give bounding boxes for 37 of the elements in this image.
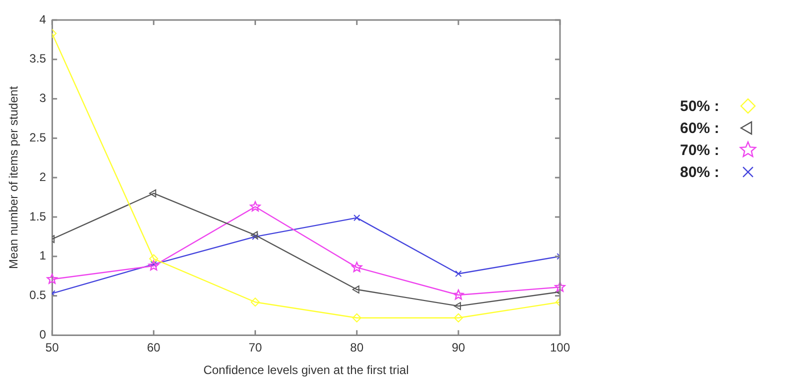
- point: [454, 302, 461, 310]
- x-axis-title: Confidence levels given at the first trial: [203, 363, 409, 378]
- point: [454, 313, 463, 322]
- y-tick-label: 2: [39, 170, 46, 184]
- point: [352, 286, 360, 294]
- y-tick-label: 0: [39, 328, 46, 342]
- point: [354, 214, 360, 222]
- point: [250, 298, 260, 307]
- point: [453, 289, 464, 300]
- y-tick-label: 3.5: [29, 52, 46, 66]
- y-tick-label: 1: [39, 248, 46, 263]
- y-tick-label: 3: [39, 91, 46, 106]
- x-tick-label: 70: [248, 340, 262, 355]
- x-tick-label: 100: [550, 340, 570, 355]
- point: [252, 233, 259, 240]
- legend-label: 80% :: [680, 164, 720, 180]
- point: [351, 262, 362, 272]
- point: [455, 270, 462, 278]
- point: [554, 282, 566, 292]
- x-tick-label: 50: [45, 340, 60, 355]
- y-tick-label: 4: [39, 12, 46, 26]
- point: [149, 254, 158, 264]
- y-tick-label: 0.5: [29, 288, 46, 302]
- point: [149, 189, 156, 198]
- y-axis-title: Mean number of items per student: [6, 86, 21, 269]
- point: [46, 274, 58, 284]
- x-tick-label: 80: [350, 340, 364, 355]
- legend-label: 70% :: [680, 142, 720, 158]
- x-tick-label: 60: [146, 340, 161, 355]
- legend-label: 60% :: [680, 120, 720, 136]
- point: [352, 313, 362, 322]
- point: [250, 201, 261, 212]
- y-tick-label: 2.5: [29, 130, 46, 145]
- y-tick-label: 1.5: [29, 209, 46, 224]
- point: [148, 260, 160, 270]
- legend-label: 50% :: [680, 98, 720, 114]
- x-tick-label: 90: [452, 340, 466, 355]
